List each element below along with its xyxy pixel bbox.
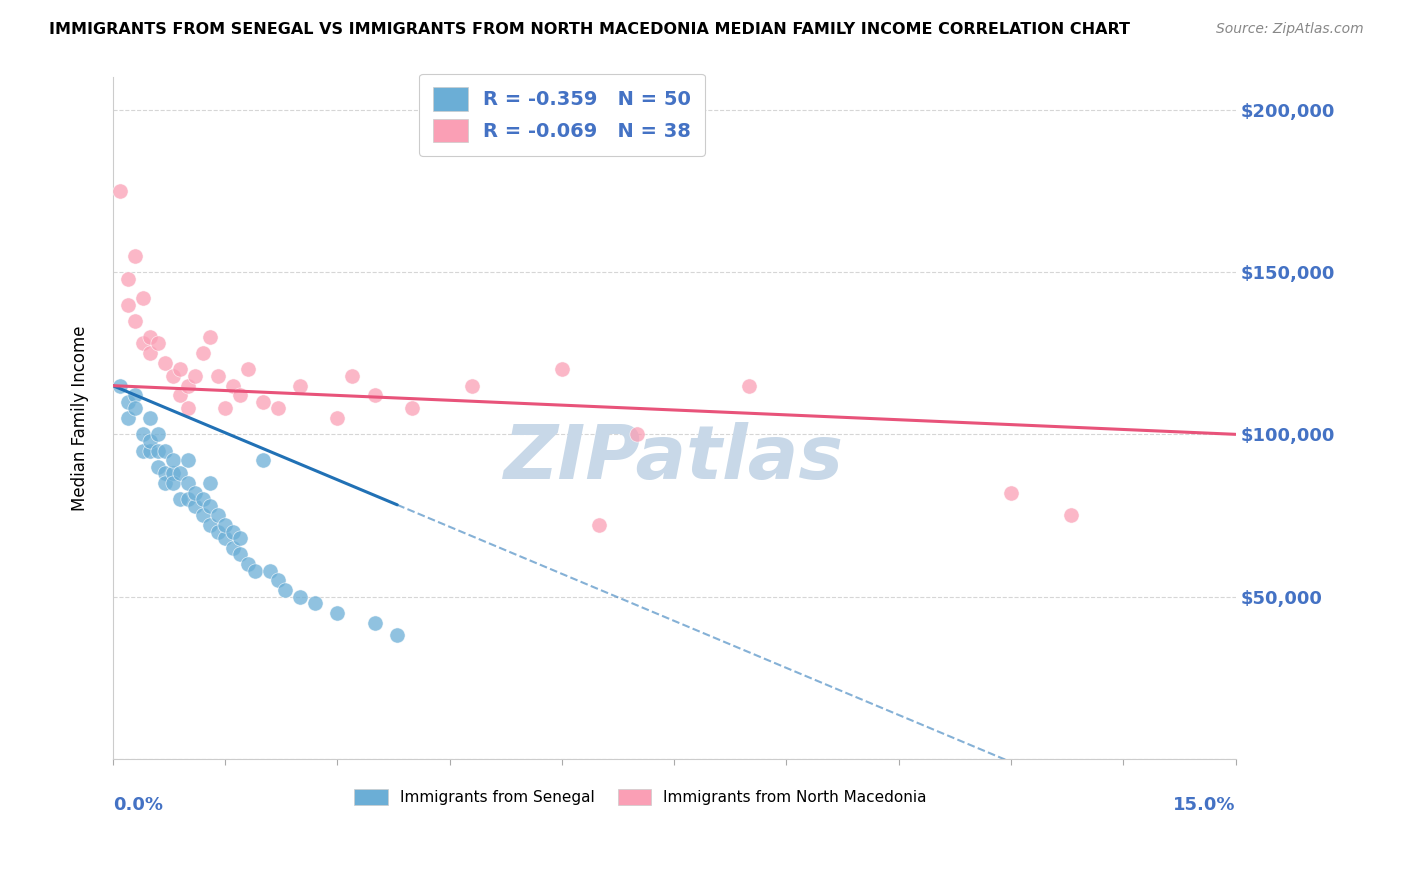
Point xyxy=(214,518,236,533)
Point xyxy=(162,467,184,481)
Point xyxy=(207,524,229,539)
Point xyxy=(110,378,132,392)
Legend: Immigrants from Senegal, Immigrants from North Macedonia: Immigrants from Senegal, Immigrants from… xyxy=(346,781,935,813)
Point xyxy=(288,378,311,392)
Point xyxy=(551,362,574,376)
Point xyxy=(266,574,288,588)
Point xyxy=(198,518,221,533)
Point xyxy=(110,184,132,198)
Point xyxy=(139,434,162,448)
Point xyxy=(1060,508,1083,523)
Point xyxy=(461,378,484,392)
Point xyxy=(169,388,191,402)
Point xyxy=(198,499,221,513)
Point xyxy=(162,475,184,490)
Point xyxy=(588,518,610,533)
Point xyxy=(229,548,252,562)
Point xyxy=(139,346,162,360)
Point xyxy=(176,475,198,490)
Point xyxy=(117,395,139,409)
Point xyxy=(176,453,198,467)
Y-axis label: Median Family Income: Median Family Income xyxy=(72,326,89,511)
Point xyxy=(184,485,207,500)
Point xyxy=(387,628,409,642)
Text: ZIPatlas: ZIPatlas xyxy=(505,423,844,495)
Point xyxy=(132,291,155,305)
Point xyxy=(169,467,191,481)
Point xyxy=(288,590,311,604)
Text: 15.0%: 15.0% xyxy=(1173,797,1236,814)
Point xyxy=(124,401,146,416)
Point xyxy=(132,427,155,442)
Point xyxy=(146,336,169,351)
Point xyxy=(176,401,198,416)
Point xyxy=(738,378,761,392)
Point xyxy=(176,492,198,507)
Point xyxy=(214,531,236,545)
Point xyxy=(198,475,221,490)
Point xyxy=(198,330,221,344)
Point xyxy=(155,443,177,458)
Point xyxy=(1000,485,1022,500)
Point xyxy=(274,583,297,598)
Point xyxy=(146,443,169,458)
Point xyxy=(169,492,191,507)
Point xyxy=(117,271,139,285)
Point xyxy=(117,411,139,425)
Point xyxy=(207,508,229,523)
Point xyxy=(236,362,259,376)
Text: 0.0%: 0.0% xyxy=(112,797,163,814)
Point xyxy=(266,401,288,416)
Point xyxy=(191,346,214,360)
Point xyxy=(132,336,155,351)
Point xyxy=(326,606,349,620)
Point xyxy=(252,453,274,467)
Point xyxy=(364,388,387,402)
Point xyxy=(184,368,207,383)
Point xyxy=(191,492,214,507)
Point xyxy=(124,388,146,402)
Point xyxy=(259,564,281,578)
Point xyxy=(132,443,155,458)
Point xyxy=(214,401,236,416)
Text: IMMIGRANTS FROM SENEGAL VS IMMIGRANTS FROM NORTH MACEDONIA MEDIAN FAMILY INCOME : IMMIGRANTS FROM SENEGAL VS IMMIGRANTS FR… xyxy=(49,22,1130,37)
Text: Source: ZipAtlas.com: Source: ZipAtlas.com xyxy=(1216,22,1364,37)
Point xyxy=(155,475,177,490)
Point xyxy=(176,378,198,392)
Point xyxy=(252,395,274,409)
Point xyxy=(155,356,177,370)
Point xyxy=(146,459,169,474)
Point xyxy=(124,249,146,263)
Point xyxy=(364,615,387,630)
Point xyxy=(162,453,184,467)
Point xyxy=(342,368,364,383)
Point xyxy=(146,427,169,442)
Point xyxy=(229,531,252,545)
Point xyxy=(169,362,191,376)
Point xyxy=(191,508,214,523)
Point xyxy=(626,427,648,442)
Point xyxy=(221,524,243,539)
Point xyxy=(243,564,266,578)
Point xyxy=(207,368,229,383)
Point xyxy=(401,401,423,416)
Point xyxy=(236,557,259,571)
Point xyxy=(139,411,162,425)
Point xyxy=(155,467,177,481)
Point xyxy=(221,541,243,555)
Point xyxy=(184,499,207,513)
Point xyxy=(139,330,162,344)
Point xyxy=(304,596,326,610)
Point xyxy=(162,368,184,383)
Point xyxy=(229,388,252,402)
Point xyxy=(124,314,146,328)
Point xyxy=(139,443,162,458)
Point xyxy=(326,411,349,425)
Point xyxy=(221,378,243,392)
Point xyxy=(117,297,139,311)
